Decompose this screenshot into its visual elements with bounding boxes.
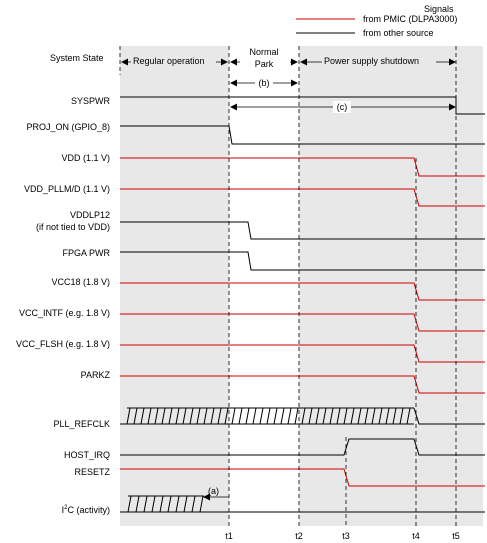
wave-resetz xyxy=(120,468,485,487)
label-vcc-intf: VCC_INTF (e.g. 1.8 V) xyxy=(19,308,110,318)
wave-proj-on xyxy=(120,125,485,145)
label-host-irq: HOST_IRQ xyxy=(64,450,110,460)
wave-fpga-pwr xyxy=(120,251,485,271)
shutdown-region xyxy=(299,46,483,526)
legend-pmic-label: from PMIC (DLPA3000) xyxy=(363,14,457,24)
wave-vcc-flsh xyxy=(120,344,485,363)
signal-labels: SYSPWR PROJ_ON (GPIO_8) VDD (1.1 V) VDD_… xyxy=(16,96,111,515)
label-resetz: RESETZ xyxy=(74,467,110,477)
legend-heading: Signals xyxy=(424,4,454,14)
label-vdd-pllm: VDD_PLLM/D (1.1 V) xyxy=(24,184,110,194)
time-markers xyxy=(228,46,457,527)
system-state-row: System State Regular operation Normal Pa… xyxy=(50,46,456,71)
wave-vcc18 xyxy=(120,282,485,301)
label-vddlp12: VDDLP12 xyxy=(70,210,110,220)
label-syspwr: SYSPWR xyxy=(71,96,111,106)
wave-parkz xyxy=(120,375,485,394)
label-i2c: I2C (activity) xyxy=(62,505,110,515)
label-fpga-pwr: FPGA PWR xyxy=(62,248,110,258)
waveforms xyxy=(120,96,485,513)
label-vcc-flsh: VCC_FLSH (e.g. 1.8 V) xyxy=(16,339,110,349)
wave-vcc-intf xyxy=(120,313,485,332)
label-proj-on: PROJ_ON (GPIO_8) xyxy=(26,122,110,132)
wave-vdd xyxy=(120,157,485,177)
normal-label: Normal xyxy=(249,47,278,57)
time-label-t4: t4 xyxy=(412,531,420,541)
time-label-t2: t2 xyxy=(295,531,303,541)
legend-other-label: from other source xyxy=(363,28,434,38)
time-label-t5: t5 xyxy=(452,531,460,541)
regular-operation-region xyxy=(120,46,229,526)
wave-vdd-pllm xyxy=(120,188,485,207)
legend: Signals from PMIC (DLPA3000) from other … xyxy=(296,4,457,38)
label-parkz: PARKZ xyxy=(81,370,111,380)
regular-operation-label: Regular operation xyxy=(133,56,205,66)
shutdown-label: Power supply shutdown xyxy=(324,56,419,66)
system-state-label: System State xyxy=(50,53,104,63)
wave-vddlp12 xyxy=(120,221,485,240)
time-label-t1: t1 xyxy=(225,531,233,541)
timing-b-label: (b) xyxy=(259,78,270,88)
label-pll-refclk: PLL_REFCLK xyxy=(53,419,110,429)
timing-a-label: (a) xyxy=(208,486,219,496)
normal-park-region xyxy=(229,46,299,526)
wave-host-irq xyxy=(120,438,485,456)
time-label-t3: t3 xyxy=(342,531,350,541)
label-vdd: VDD (1.1 V) xyxy=(61,153,110,163)
label-vddlp12-note: (if not tied to VDD) xyxy=(36,222,110,232)
time-labels: t1 t2 t3 t4 t5 xyxy=(225,531,460,541)
wave-i2c xyxy=(120,495,485,513)
label-vcc18: VCC18 (1.8 V) xyxy=(51,277,110,287)
park-label: Park xyxy=(255,59,274,69)
timing-c-label: (c) xyxy=(337,102,348,112)
